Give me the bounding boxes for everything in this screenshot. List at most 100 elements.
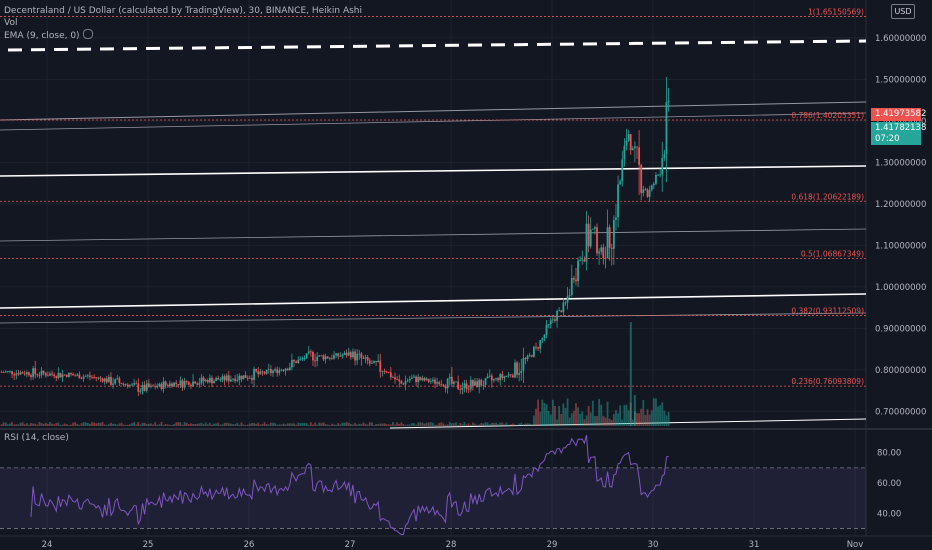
candle-body: [337, 353, 340, 357]
candle-body: [93, 377, 96, 378]
candle-body: [280, 369, 283, 371]
volume-bar: [514, 424, 516, 426]
candle-body: [305, 353, 308, 359]
volume-bar: [95, 423, 98, 426]
visibility-toggle-icon[interactable]: [82, 29, 93, 39]
rsi-line: [30, 434, 669, 535]
volume-bar: [533, 415, 535, 426]
volume-bar: [164, 424, 167, 426]
volume-bar: [507, 424, 510, 426]
volume-bar: [244, 424, 247, 426]
volume-bar: [469, 424, 472, 426]
volume-bar: [248, 423, 251, 426]
candle-body: [110, 376, 112, 385]
volume-bar: [196, 423, 199, 426]
volume-bar: [598, 398, 601, 426]
volume-bar: [213, 423, 215, 426]
volume-spike-bar: [629, 322, 632, 426]
candle-body: [652, 183, 655, 186]
candle-body: [406, 380, 409, 382]
volume-bar: [124, 424, 127, 426]
candle-body: [631, 148, 634, 151]
candle-body: [514, 362, 516, 378]
volume-bar: [583, 419, 586, 426]
candle-body: [442, 384, 445, 387]
volume-bar: [158, 424, 161, 426]
candle-body: [589, 229, 592, 247]
volume-bar: [168, 424, 171, 426]
candle-body: [131, 384, 133, 386]
volume-bar: [34, 423, 37, 426]
time-tick-label: Nov: [847, 540, 864, 550]
volume-bar: [562, 403, 565, 426]
candle-body: [91, 376, 93, 378]
candle-body: [225, 375, 228, 381]
volume-bar: [217, 422, 220, 426]
candle-body: [522, 358, 525, 371]
volume-bar: [82, 422, 85, 426]
volume-bar: [141, 422, 144, 426]
volume-bar: [67, 424, 70, 426]
volume-bar: [522, 424, 525, 426]
candle-body: [667, 100, 670, 103]
candle-body: [591, 228, 594, 230]
ema-legend[interactable]: EMA (9, close, 0): [4, 29, 93, 42]
volume-bar: [53, 424, 56, 426]
price-tick-label: 1.30000000: [875, 158, 926, 168]
volume-bar: [427, 422, 430, 426]
volume-bar: [86, 422, 89, 426]
candle-body: [40, 370, 43, 376]
volume-bar: [446, 424, 449, 426]
volume-bar: [99, 422, 102, 426]
time-tick-label: 30: [648, 540, 659, 550]
volume-bar: [49, 422, 51, 426]
volume-bar: [331, 423, 333, 426]
candle-body: [217, 377, 220, 380]
candle-body: [482, 384, 485, 386]
candle-body: [288, 367, 291, 371]
candle-body: [474, 381, 476, 386]
trend-line: [0, 112, 867, 131]
candle-body: [432, 379, 434, 382]
candle-body: [139, 390, 142, 392]
candle-body: [417, 376, 420, 383]
rsi-tick-label: 40.00: [877, 509, 901, 519]
rsi-legend[interactable]: RSI (14, close): [4, 433, 69, 443]
candle-body: [333, 355, 335, 359]
volume-bar: [89, 423, 91, 426]
candle-body: [2, 372, 5, 373]
volume-bar: [457, 424, 460, 426]
fib-level-label: 0.382(0.93112509): [791, 306, 864, 315]
candle-body: [457, 381, 460, 390]
volume-bar: [284, 424, 287, 426]
volume-bar: [490, 422, 493, 426]
volume-bar: [242, 424, 245, 426]
volume-bar: [335, 424, 338, 426]
volume-bar: [404, 424, 407, 426]
candle-body: [501, 374, 504, 379]
volume-bar: [230, 423, 232, 426]
candle-body: [587, 223, 590, 247]
volume-bar: [0, 424, 3, 426]
currency-button[interactable]: USD: [891, 4, 915, 19]
volume-bar: [436, 424, 439, 426]
volume-bar: [301, 422, 304, 426]
candle-body: [528, 355, 531, 356]
volume-bar: [171, 424, 173, 426]
volume-bar: [551, 399, 554, 426]
candle-body: [246, 377, 249, 379]
volume-bar: [316, 424, 319, 426]
candle-body: [453, 381, 455, 384]
volume-legend[interactable]: Vol: [4, 18, 18, 28]
volume-bar: [236, 422, 239, 426]
volume-bar: [497, 424, 500, 426]
candle-body: [570, 278, 573, 295]
volume-bar: [587, 405, 590, 426]
candle-body: [242, 375, 245, 380]
candle-body: [89, 375, 91, 377]
candle-body: [471, 379, 474, 386]
volume-bar: [293, 423, 295, 426]
volume-bar: [74, 422, 77, 426]
candle-body: [547, 324, 550, 326]
